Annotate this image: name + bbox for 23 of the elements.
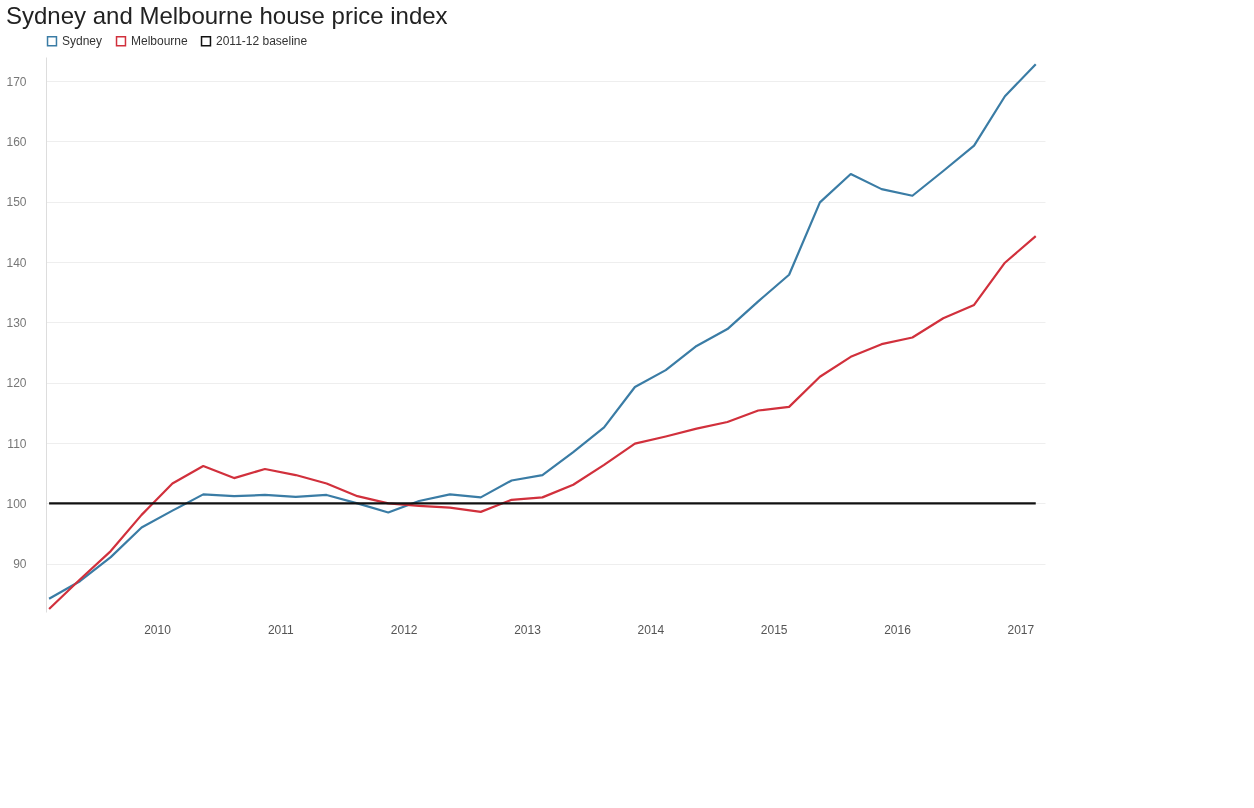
chart-title: Sydney and Melbourne house price index	[5, 2, 448, 29]
x-tick-label: 2017	[1007, 622, 1035, 637]
x-tick-label: 2014	[637, 622, 665, 637]
x-tick-label: 2010	[144, 622, 172, 637]
y-tick-label: 170	[6, 74, 27, 89]
line-series	[47, 63, 1037, 600]
y-tick-label: 110	[7, 436, 27, 451]
x-tick-label: 2013	[514, 622, 542, 637]
x-tick-label: 2015	[760, 622, 788, 637]
y-tick-label: 160	[6, 134, 27, 149]
y-tick-label: 120	[6, 376, 27, 391]
y-tick-label: 100	[6, 496, 27, 511]
y-tick-label: 90	[13, 557, 27, 572]
legend-label: 2011-12 baseline	[216, 34, 308, 49]
y-tick-label: 140	[6, 255, 27, 270]
y-tick-label: 130	[6, 315, 27, 330]
x-tick-label: 2012	[390, 622, 418, 637]
x-tick-label: 2011	[267, 622, 295, 637]
x-tick-label: 2016	[884, 622, 912, 637]
legend-label: Sydney	[62, 34, 103, 49]
y-tick-label: 150	[6, 195, 27, 210]
line-series	[47, 235, 1037, 611]
legend-label: Melbourne	[131, 34, 189, 49]
